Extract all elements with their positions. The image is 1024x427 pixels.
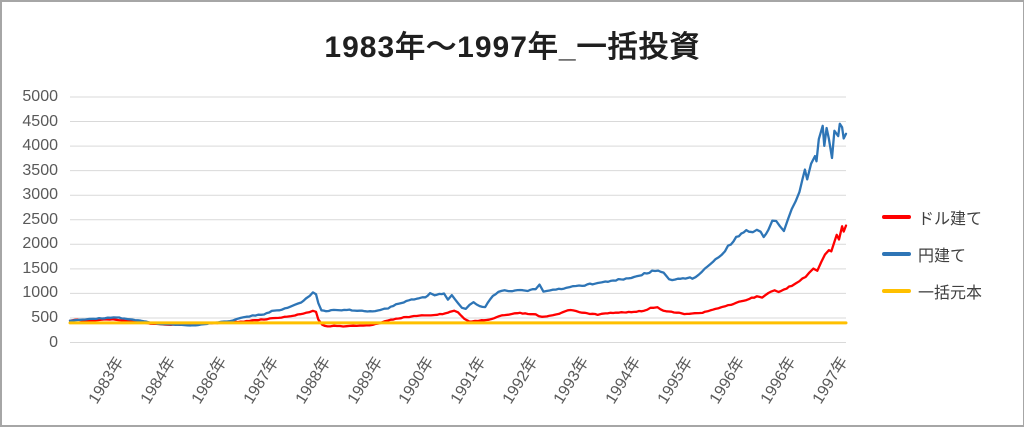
gridlines: [70, 96, 846, 343]
legend-item-yen: 円建て: [882, 243, 982, 265]
legend-label-dollar: ドル建て: [918, 211, 983, 228]
principal-series-swatch: [882, 289, 911, 293]
y-axis-tick-label: 5000: [22, 88, 58, 105]
yen-series-swatch: [882, 252, 911, 256]
y-axis-tick-label: 2000: [22, 235, 58, 253]
y-axis-tick-label: 3500: [22, 161, 58, 179]
dollar-series-swatch: [882, 215, 911, 219]
series-line-円建て: [68, 122, 848, 327]
y-axis-tick-label: 1500: [22, 259, 58, 277]
y-axis-tick-label: 2500: [22, 210, 58, 228]
y-axis-tick-label: 0: [49, 333, 58, 351]
legend-label-yen: 円建て: [918, 248, 967, 265]
y-axis-tick-label: 3000: [22, 186, 58, 204]
legend-item-principal: 一括元本: [882, 280, 982, 302]
y-axis-tick-label: 4500: [22, 112, 58, 130]
y-axis-tick-label: 1000: [22, 284, 58, 302]
series-lines: [68, 122, 848, 328]
y-axis-tick-label: 4000: [22, 137, 58, 155]
legend: ドル建て 円建て 一括元本: [882, 206, 982, 317]
series-line-ドル建て: [68, 224, 848, 328]
legend-item-dollar: ドル建て: [882, 206, 982, 228]
chart-title: 1983年～1997年_一括投資: [324, 31, 701, 64]
y-axis-tick-label: 500: [31, 308, 58, 326]
legend-label-principal: 一括元本: [918, 285, 983, 302]
